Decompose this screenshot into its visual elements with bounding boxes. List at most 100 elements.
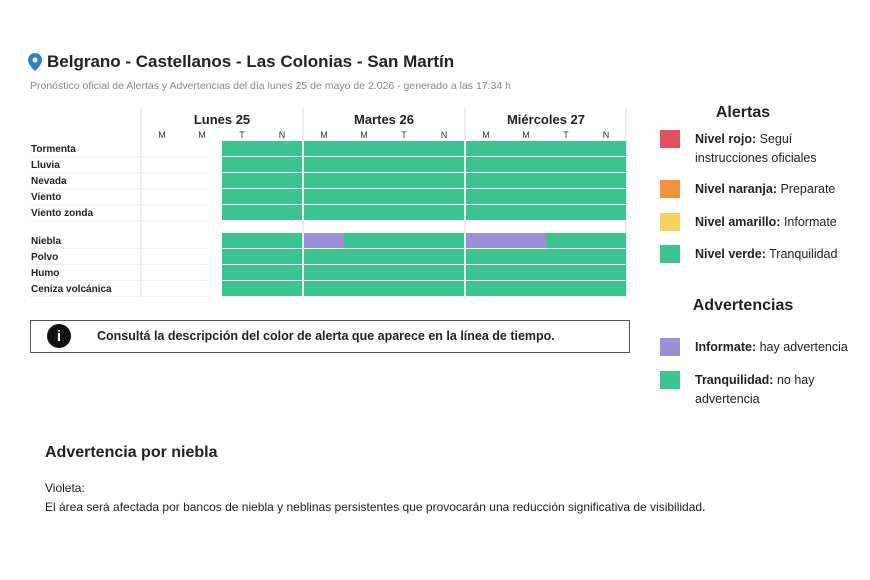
timeline-cell — [586, 157, 626, 172]
timeline-cell — [384, 157, 424, 172]
legend-text: no hay advertencia — [695, 373, 815, 406]
legend-entry: Nivel verde: Tranquilidad — [695, 245, 860, 264]
legend-title: Advertencias — [692, 297, 794, 314]
detail-title: Advertencia por niebla — [45, 444, 218, 461]
timeline-cell — [384, 189, 424, 204]
timeline-cell — [304, 205, 344, 220]
timeline-cell — [344, 281, 384, 296]
timeline-cell — [384, 173, 424, 188]
timeline-cell — [466, 189, 506, 204]
timeline-cell — [304, 265, 344, 280]
timeline-cell — [466, 233, 506, 248]
timeline-cell — [304, 141, 344, 156]
timeline-cell — [466, 265, 506, 280]
timeline-cell — [546, 157, 586, 172]
period-label: M — [482, 130, 490, 140]
timeline-cell — [222, 233, 262, 248]
period-label: T — [239, 130, 245, 140]
timeline-cell — [424, 189, 464, 204]
timeline-cell — [586, 141, 626, 156]
timeline-cell — [546, 233, 586, 248]
legend-entry: Nivel rojo: Seguí instrucciones oficiale… — [695, 130, 860, 168]
timeline-cell — [466, 249, 506, 264]
legend-entry: Informate: hay advertencia — [695, 338, 860, 357]
timeline-cell — [384, 141, 424, 156]
timeline-cell — [546, 205, 586, 220]
timeline-cell — [262, 249, 302, 264]
legend-label: Tranquilidad: — [695, 373, 774, 387]
timeline-cell — [344, 233, 384, 248]
timeline-cell — [506, 205, 546, 220]
timeline-cell — [344, 157, 384, 172]
timeline-cell — [304, 189, 344, 204]
timeline-cell — [304, 157, 344, 172]
timeline-cell — [384, 233, 424, 248]
timeline-cell — [262, 205, 302, 220]
timeline-cell — [466, 157, 506, 172]
timeline-cell — [344, 249, 384, 264]
timeline-cell — [506, 281, 546, 296]
timeline-cell — [586, 233, 626, 248]
timeline-cell — [384, 265, 424, 280]
timeline-cell — [262, 189, 302, 204]
period-label: M — [158, 130, 166, 140]
timeline-cell — [222, 141, 262, 156]
timeline-cell — [546, 281, 586, 296]
timeline-cell — [424, 157, 464, 172]
timeline-cell — [506, 249, 546, 264]
timeline-cell — [466, 173, 506, 188]
timeline-cell — [222, 173, 262, 188]
timeline-cell — [546, 173, 586, 188]
legend-label: Nivel verde: — [695, 247, 766, 261]
period-label: T — [401, 130, 407, 140]
timeline-cell — [424, 265, 464, 280]
timeline-cell — [304, 233, 344, 248]
timeline-cell — [546, 249, 586, 264]
period-label: M — [320, 130, 328, 140]
legend-swatch — [660, 130, 680, 148]
legend-entry: Tranquilidad: no hay advertencia — [695, 371, 860, 409]
timeline-cell — [304, 173, 344, 188]
timeline-cell — [304, 281, 344, 296]
legend-swatch — [660, 371, 680, 389]
timeline-cell — [344, 205, 384, 220]
legend-text: Informate — [783, 215, 837, 229]
day-name: Martes 26 — [354, 112, 414, 127]
info-icon: i — [47, 324, 71, 348]
notice-box: i Consultá la descripción del color de a… — [30, 320, 630, 353]
timeline-cell — [506, 141, 546, 156]
legend-swatch — [660, 245, 680, 263]
timeline-cell — [262, 157, 302, 172]
period-label: M — [198, 130, 206, 140]
legend-text: Seguí instrucciones oficiales — [695, 132, 817, 165]
timeline-cell — [506, 189, 546, 204]
timeline-cell — [424, 173, 464, 188]
timeline-cell — [344, 141, 384, 156]
row-label: Lluvia — [31, 160, 60, 171]
timeline-cell — [506, 173, 546, 188]
timeline-cell — [546, 141, 586, 156]
svg-text:i: i — [57, 328, 61, 345]
title: Belgrano - Castellanos - Las Colonias - … — [47, 52, 455, 71]
timeline-cell — [344, 173, 384, 188]
subtitle: Pronóstico oficial de Alertas y Adverten… — [30, 80, 511, 92]
timeline-cell — [424, 205, 464, 220]
row-label: Nevada — [31, 176, 67, 187]
timeline-cell — [586, 173, 626, 188]
row-label: Tormenta — [31, 144, 76, 155]
pin-icon — [28, 53, 42, 71]
timeline-cell — [586, 205, 626, 220]
detail-label: Violeta: — [45, 481, 85, 495]
timeline-cell — [586, 249, 626, 264]
timeline-cell — [222, 189, 262, 204]
timeline-cell — [344, 265, 384, 280]
timeline-cell — [262, 141, 302, 156]
timeline-cell — [384, 205, 424, 220]
detail-text: El área será afectada por bancos de nieb… — [45, 500, 706, 514]
timeline-cell — [262, 281, 302, 296]
timeline-cell — [304, 249, 344, 264]
legend-swatch — [660, 338, 680, 356]
period-label: M — [522, 130, 530, 140]
